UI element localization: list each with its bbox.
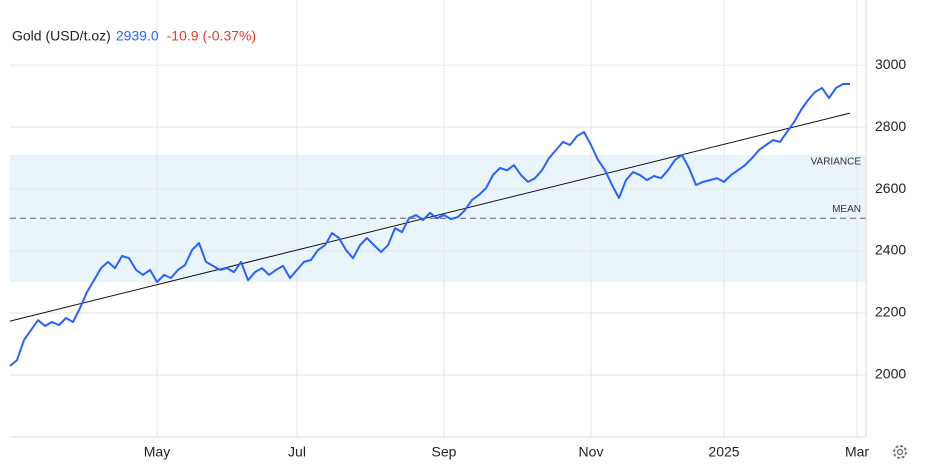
y-tick-label: 2600	[875, 180, 906, 196]
mean-label: MEAN	[832, 204, 861, 215]
gear[interactable]	[893, 445, 907, 459]
gear-hub[interactable]	[896, 448, 904, 456]
header: Gold (USD/t.oz) 2939.0 -10.9 (-0.37%)	[12, 28, 256, 44]
variance-label: VARIANCE	[811, 157, 862, 168]
y-tick-label: 2000	[875, 366, 906, 382]
y-tick-label: 2200	[875, 304, 906, 320]
y-tick-label: 2800	[875, 118, 906, 134]
price: 2939.0	[116, 28, 159, 44]
instrument-name: Gold (USD/t.oz)	[12, 28, 111, 44]
change: -10.9 (-0.37%)	[167, 28, 256, 44]
x-tick-label: Mar	[845, 444, 869, 460]
settings-icon[interactable]	[893, 445, 907, 459]
x-tick-label: Nov	[579, 444, 604, 460]
x-tick-label: 2025	[708, 444, 739, 460]
price-line	[9, 83, 850, 367]
y-tick-label: 3000	[875, 56, 906, 72]
x-tick-label: May	[144, 444, 170, 460]
trend-line	[9, 112, 851, 322]
x-tick-label: Jul	[288, 444, 306, 460]
plot: May Jul Sep Nov 2025 Mar MEAN VARIANCE	[9, 0, 869, 460]
x-tick-label: Sep	[432, 444, 457, 460]
y-tick-label: 2400	[875, 242, 906, 258]
